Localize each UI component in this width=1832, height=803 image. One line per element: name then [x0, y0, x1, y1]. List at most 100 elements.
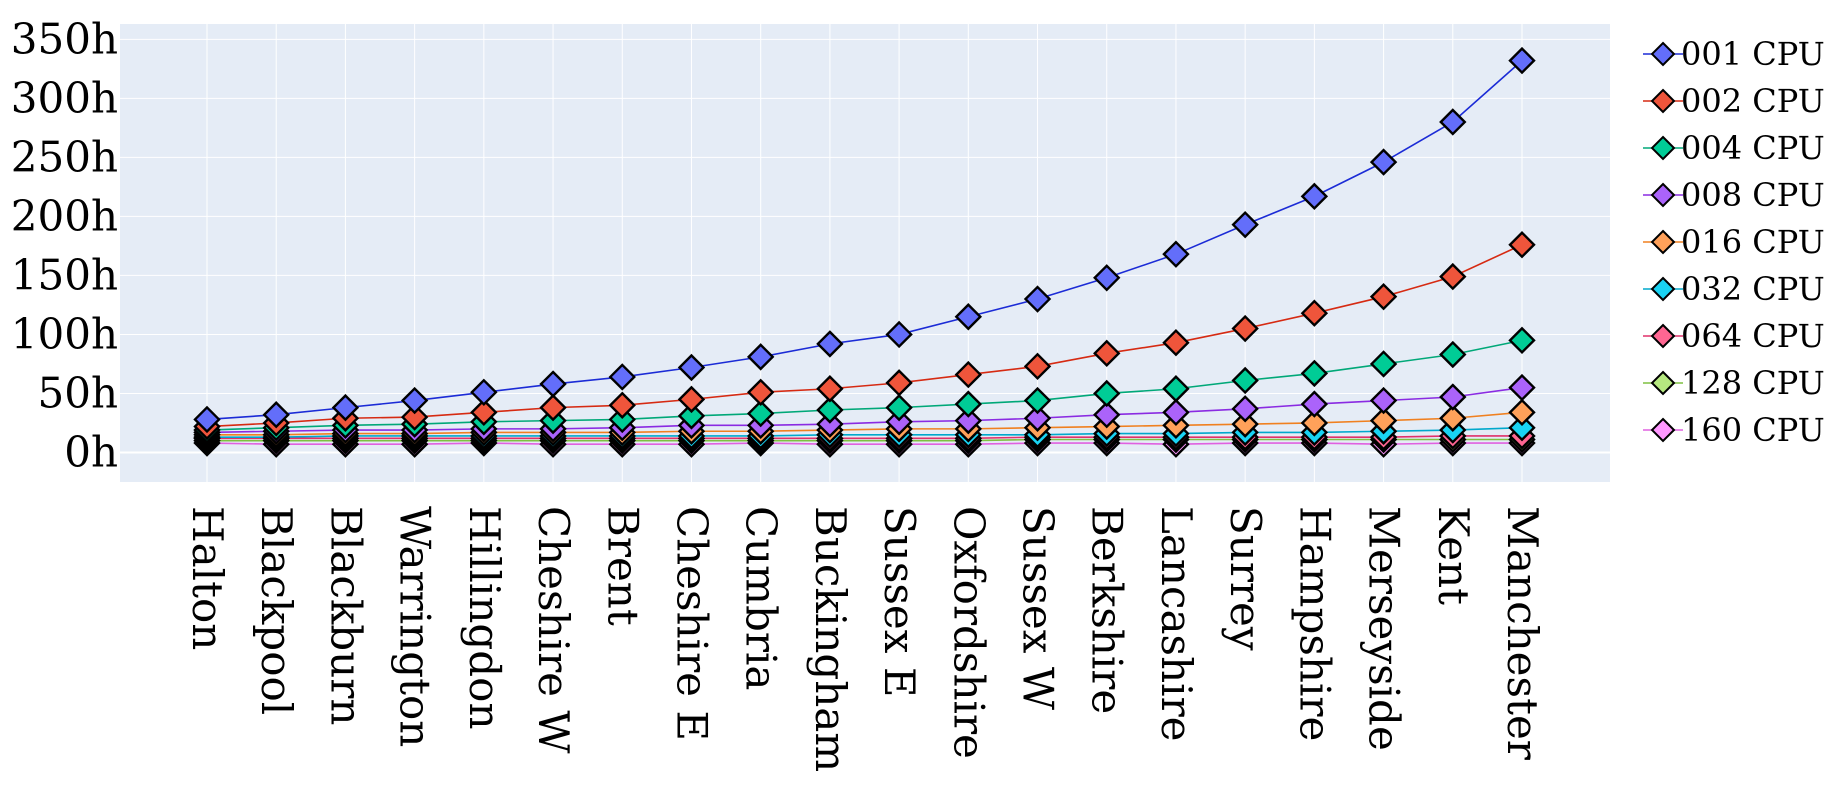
data-point[interactable] [193, 405, 221, 434]
data-point[interactable] [1023, 404, 1052, 432]
y-tick-label: 50h [38, 368, 119, 417]
data-point[interactable] [1508, 414, 1536, 442]
legend-item[interactable]: 008 CPU [1643, 176, 1825, 214]
data-point[interactable] [954, 390, 983, 418]
data-point[interactable] [1231, 210, 1259, 239]
data-point[interactable] [1300, 409, 1329, 437]
data-point[interactable] [400, 386, 429, 415]
data-point[interactable] [1162, 398, 1190, 427]
data-point[interactable] [1439, 383, 1467, 411]
x-tick-label: Brent [598, 506, 647, 626]
legend-item[interactable]: 160 CPU [1643, 411, 1825, 449]
legend-marker [1650, 323, 1676, 349]
x-tick-label: Cumbria [737, 506, 786, 690]
x-axis: Halton Blackpool Blackburn Warrington Hillin… [183, 506, 1547, 772]
legend-marker [1650, 88, 1676, 114]
data-point[interactable] [954, 360, 983, 389]
data-point[interactable] [608, 405, 636, 434]
legend-item[interactable]: 064 CPU [1643, 317, 1825, 355]
data-point[interactable] [677, 353, 706, 382]
data-point[interactable] [816, 396, 844, 424]
data-point[interactable] [1369, 406, 1398, 435]
data-point[interactable] [539, 393, 567, 422]
y-tick-label: 250h [11, 132, 118, 181]
legend-item[interactable]: 128 CPU [1643, 364, 1825, 402]
data-point[interactable] [1023, 285, 1052, 313]
data-point[interactable] [262, 401, 290, 429]
data-point[interactable] [954, 303, 983, 331]
data-point[interactable] [885, 393, 913, 422]
data-point[interactable] [1162, 240, 1190, 268]
data-point[interactable] [1300, 359, 1329, 388]
data-point[interactable] [1439, 404, 1467, 432]
x-tick-label: Merseyside [1360, 506, 1409, 751]
data-point[interactable] [677, 402, 706, 430]
legend-label: 008 CPU [1681, 176, 1825, 214]
data-point[interactable] [885, 369, 913, 397]
legend-item[interactable]: 001 CPU [1643, 35, 1825, 73]
data-point[interactable] [1093, 379, 1121, 408]
data-point[interactable] [1231, 395, 1259, 423]
data-point[interactable] [470, 398, 498, 427]
data-point[interactable] [1231, 366, 1259, 395]
data-point[interactable] [1369, 386, 1398, 415]
data-point[interactable] [1508, 373, 1536, 402]
legend-item[interactable]: 002 CPU [1643, 82, 1825, 120]
x-tick-label: Kent [1429, 506, 1478, 605]
x-tick-label: Sussex W [1014, 506, 1063, 711]
data-point[interactable] [885, 320, 913, 349]
data-point[interactable] [1231, 410, 1259, 438]
data-point[interactable] [1508, 326, 1536, 355]
x-tick-label: Blackburn [321, 506, 370, 725]
x-tick-label: Manchester [1498, 506, 1547, 761]
data-point[interactable] [608, 363, 636, 391]
data-point[interactable] [1369, 282, 1398, 311]
data-point[interactable] [1093, 339, 1121, 368]
legend-label: 160 CPU [1681, 411, 1825, 449]
data-point[interactable] [331, 393, 360, 422]
x-tick-label: Berkshire [1083, 506, 1132, 714]
y-tick-label: 200h [11, 191, 118, 240]
data-point[interactable] [1093, 264, 1121, 292]
data-point[interactable] [1508, 398, 1536, 427]
data-point[interactable] [677, 385, 706, 414]
data-point[interactable] [885, 408, 913, 436]
legend-label: 032 CPU [1681, 270, 1825, 308]
legend-label: 128 CPU [1681, 364, 1825, 402]
data-point[interactable] [954, 406, 983, 435]
data-point[interactable] [746, 343, 775, 371]
data-point[interactable] [816, 410, 844, 438]
data-point[interactable] [1300, 390, 1329, 418]
legend-item[interactable]: 004 CPU [1643, 129, 1825, 167]
data-point[interactable] [1231, 314, 1259, 343]
data-point[interactable] [1439, 108, 1467, 136]
legend[interactable]: 001 CPU 002 CPU 004 CPU 008 CPU 016 CPU 032 C… [1643, 35, 1825, 449]
data-point[interactable] [1162, 375, 1190, 403]
data-point[interactable] [1508, 231, 1536, 259]
data-point[interactable] [816, 375, 844, 403]
data-point[interactable] [608, 391, 636, 419]
y-tick-label: 0h [64, 427, 118, 476]
data-point[interactable] [1439, 340, 1467, 369]
data-point[interactable] [1369, 148, 1398, 176]
data-point[interactable] [816, 330, 844, 358]
data-point[interactable] [1300, 182, 1329, 211]
legend-marker [1650, 182, 1676, 208]
data-point[interactable] [1023, 386, 1052, 415]
legend-marker [1650, 135, 1676, 161]
legend-item[interactable]: 016 CPU [1643, 223, 1825, 261]
data-point[interactable] [470, 378, 498, 406]
data-point[interactable] [1300, 299, 1329, 327]
data-point[interactable] [1369, 350, 1398, 378]
data-point[interactable] [746, 378, 775, 406]
data-point[interactable] [400, 403, 429, 431]
data-point[interactable] [1023, 352, 1052, 381]
data-point[interactable] [1162, 329, 1190, 357]
legend-item[interactable]: 032 CPU [1643, 270, 1825, 308]
data-point[interactable] [746, 399, 775, 428]
x-tick-label: Lancashire [1152, 506, 1201, 742]
data-point[interactable] [1508, 46, 1536, 75]
data-point[interactable] [1439, 262, 1467, 291]
data-point[interactable] [539, 370, 567, 398]
data-point[interactable] [1093, 401, 1121, 429]
